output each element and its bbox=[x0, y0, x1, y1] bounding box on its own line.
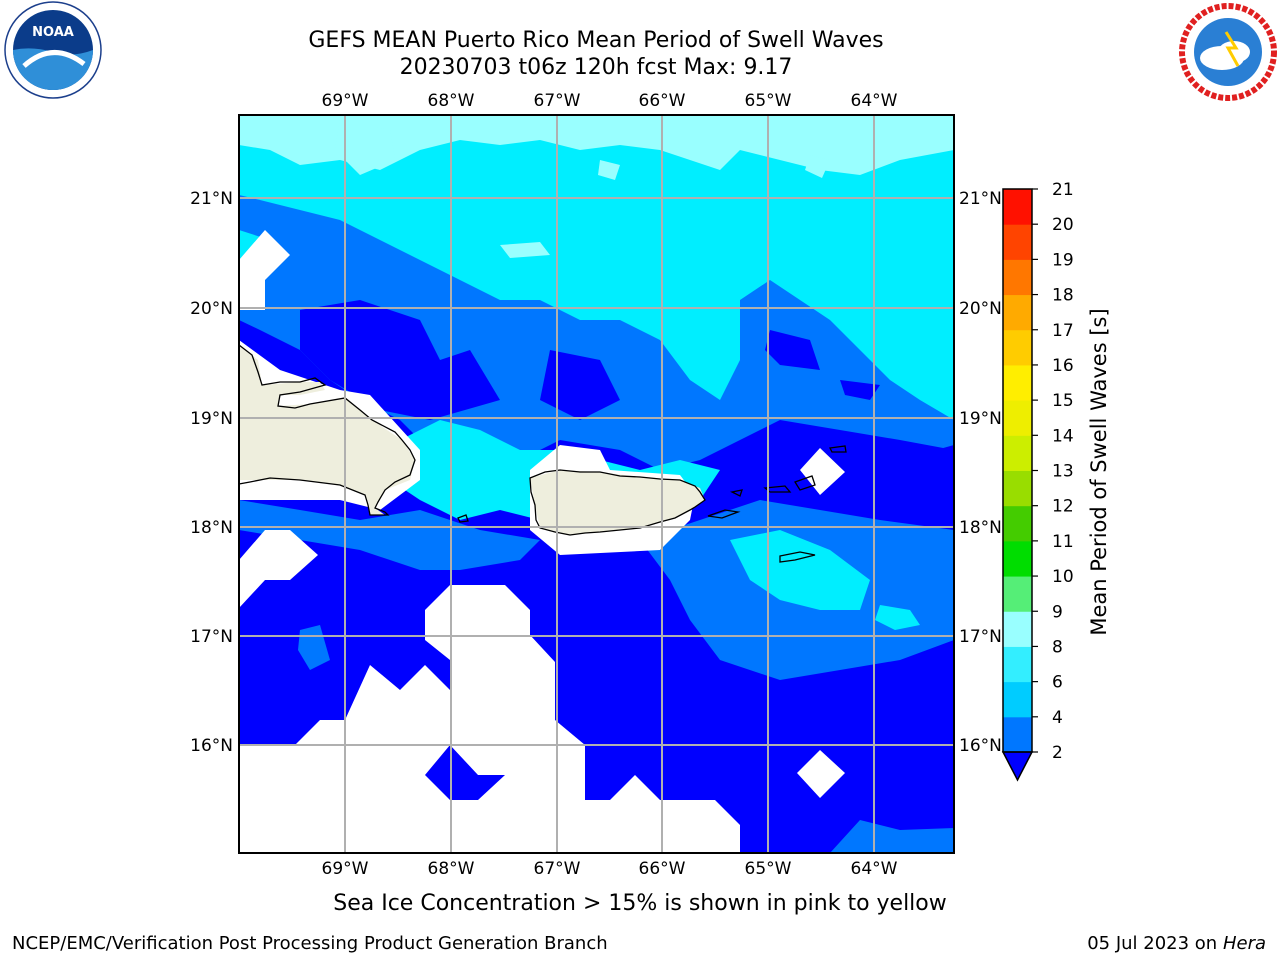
colorbar-bin bbox=[1003, 716, 1032, 753]
lat-label-right: 16°N bbox=[959, 736, 1002, 756]
lon-label-bottom: 64°W bbox=[851, 859, 898, 879]
lat-label-left: 18°N bbox=[190, 518, 233, 538]
colorbar-tick-label: 10 bbox=[1052, 567, 1074, 587]
colorbar-bin bbox=[1003, 540, 1032, 577]
lon-label-bottom: 66°W bbox=[639, 859, 686, 879]
footer-machine: Hera bbox=[1222, 933, 1266, 954]
colorbar-bin bbox=[1003, 189, 1032, 225]
colorbar-tick-label: 15 bbox=[1052, 391, 1074, 411]
colorbar-bin bbox=[1003, 400, 1032, 436]
lat-label-right: 21°N bbox=[959, 189, 1002, 209]
colorbar-tick-label: 16 bbox=[1052, 356, 1074, 376]
colorbar-bin bbox=[1003, 611, 1032, 647]
lon-label-bottom: 67°W bbox=[534, 859, 581, 879]
colorbar-tick-label: 9 bbox=[1052, 602, 1063, 622]
colorbar-tick-label: 17 bbox=[1052, 321, 1074, 341]
coastlines bbox=[238, 344, 847, 563]
colorbar-tick-label: 21 bbox=[1052, 180, 1074, 200]
svg-text:NOAA: NOAA bbox=[32, 25, 74, 40]
lon-label-bottom: 68°W bbox=[428, 859, 475, 879]
lon-label-bottom: 65°W bbox=[745, 859, 792, 879]
colorbar-tick-label: 14 bbox=[1052, 426, 1074, 446]
colorbar-bin bbox=[1003, 681, 1032, 718]
footer-date: 05 Jul 2023 on Hera bbox=[1087, 933, 1266, 954]
lat-label-right: 19°N bbox=[959, 409, 1002, 429]
colorbar-tick-label: 4 bbox=[1052, 708, 1063, 728]
colorbar-tick-label: 11 bbox=[1052, 532, 1074, 552]
map-title-line2: 20230703 t06z 120h fcst Max: 9.17 bbox=[399, 55, 793, 80]
colorbar-bin bbox=[1003, 505, 1032, 542]
colorbar-tick-label: 19 bbox=[1052, 250, 1074, 270]
colorbar-label: Mean Period of Swell Waves [s] bbox=[1087, 308, 1111, 635]
colorbar-bin bbox=[1003, 470, 1032, 507]
lat-label-right: 18°N bbox=[959, 518, 1002, 538]
lat-label-left: 16°N bbox=[190, 736, 233, 756]
colorbar-tick-label: 18 bbox=[1052, 286, 1074, 306]
lat-label-left: 20°N bbox=[190, 299, 233, 319]
colorbar-bin bbox=[1003, 364, 1032, 401]
colorbar-tick-label: 13 bbox=[1052, 462, 1074, 482]
lon-label-top: 64°W bbox=[851, 91, 898, 111]
sea-ice-caption: Sea Ice Concentration > 15% is shown in … bbox=[333, 891, 947, 916]
footer-credit: NCEP/EMC/Verification Post Processing Pr… bbox=[12, 933, 608, 954]
colorbar-bin bbox=[1003, 435, 1032, 471]
colorbar-bin bbox=[1003, 259, 1032, 296]
lat-label-left: 19°N bbox=[190, 409, 233, 429]
colorbar-tick-label: 12 bbox=[1052, 497, 1074, 517]
lon-label-top: 67°W bbox=[534, 91, 581, 111]
graticule bbox=[239, 115, 954, 853]
lon-label-top: 66°W bbox=[639, 91, 686, 111]
colorbar-tick-label: 2 bbox=[1052, 743, 1063, 763]
colorbar-bin bbox=[1003, 576, 1032, 612]
colorbar-extend-triangle bbox=[1001, 751, 1034, 782]
colorbar-tick-label: 6 bbox=[1052, 673, 1063, 693]
colorbar-tick-label: 8 bbox=[1052, 637, 1063, 657]
lon-label-top: 69°W bbox=[322, 91, 369, 111]
noaa-logo: NOAA bbox=[4, 1, 102, 99]
nws-logo bbox=[1179, 3, 1277, 101]
map-frame bbox=[238, 114, 955, 854]
colorbar-bin bbox=[1003, 294, 1032, 331]
lat-label-right: 20°N bbox=[959, 299, 1002, 319]
colorbar-tick-label: 20 bbox=[1052, 215, 1074, 235]
colorbar: 2 4 6 8 9 10 11 12 13 14 15 16 17 18 19 20 21 bbox=[1001, 180, 1074, 782]
lon-label-top: 68°W bbox=[428, 91, 475, 111]
map-title-line1: GEFS MEAN Puerto Rico Mean Period of Swe… bbox=[308, 28, 884, 53]
lat-label-left: 21°N bbox=[190, 189, 233, 209]
lon-label-bottom: 69°W bbox=[322, 859, 369, 879]
lat-label-left: 17°N bbox=[190, 627, 233, 647]
lon-label-top: 65°W bbox=[745, 91, 792, 111]
lat-label-right: 17°N bbox=[959, 627, 1002, 647]
colorbar-bin bbox=[1003, 329, 1032, 366]
footer-date-text: 05 Jul 2023 on bbox=[1087, 933, 1223, 954]
colorbar-bin bbox=[1003, 646, 1032, 683]
colorbar-bin bbox=[1003, 224, 1032, 260]
swell-period-field bbox=[239, 115, 954, 853]
